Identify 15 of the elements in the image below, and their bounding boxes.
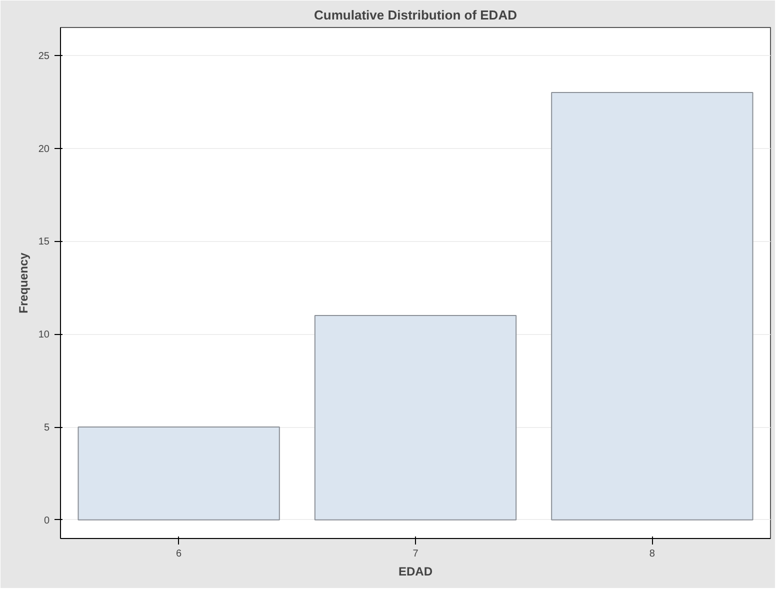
y-tick-label: 5 (44, 422, 50, 434)
chart-title: Cumulative Distribution of EDAD (314, 8, 517, 22)
y-tick-label: 10 (38, 330, 50, 341)
y-tick-label: 25 (38, 50, 50, 62)
bar (78, 426, 280, 520)
y-tick-label: 15 (38, 236, 50, 248)
x-tick-label: 7 (412, 548, 419, 560)
x-axis-title: EDAD (398, 564, 433, 578)
bar (551, 92, 754, 520)
y-tick-label: 0 (44, 515, 50, 526)
y-tick-label: 20 (38, 144, 50, 155)
x-tick-label: 6 (176, 548, 182, 560)
y-axis-title: Frequency (16, 252, 30, 314)
bar (314, 315, 517, 520)
x-tick-label: 8 (649, 548, 656, 560)
